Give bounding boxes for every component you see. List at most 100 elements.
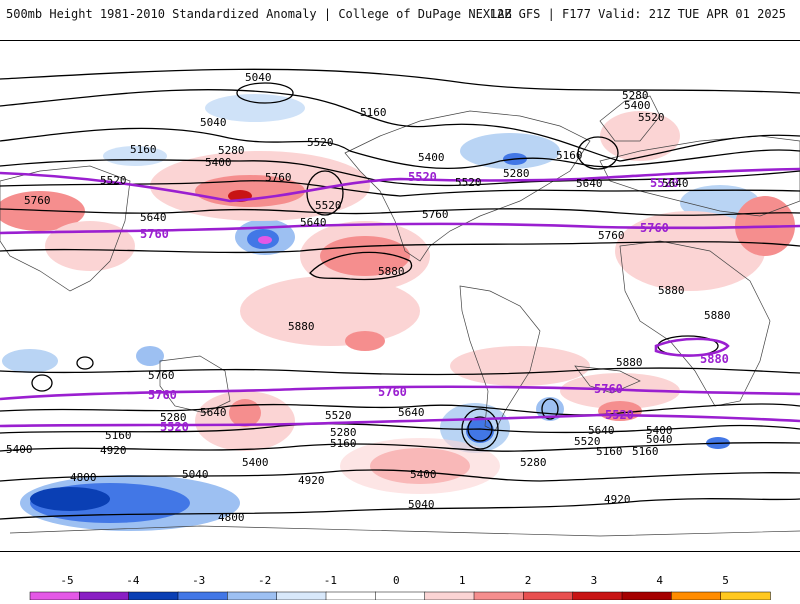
colorbar-swatch [177,591,229,601]
colorbar-tick-label: -5 [60,574,73,587]
contour-label: 5760 [148,369,175,382]
colorbar-tick-label: 2 [525,574,532,587]
colorbar-swatches [29,591,771,601]
colorbar-tick-label: -4 [126,574,140,587]
contour-label: 5280 [520,456,547,469]
colorbar-swatch [276,591,327,601]
anomaly-colorbar: -5 -4 -3 -2 -1 0 1 2 3 4 5 [0,568,800,601]
contour-label: 5400 [624,99,651,112]
contour-label: 5520 [160,420,189,434]
contour-label: 5760 [640,221,669,235]
weather-map[interactable]: 5040 5160 5040 5160 5280 5400 5520 5520 … [0,40,800,552]
contour-label: 5160 [360,106,387,119]
colorbar-swatch [128,591,179,601]
contour-label: 5760 [598,229,625,242]
contour-label: 5640 [398,406,425,419]
contour-label: 5640 [200,406,227,419]
coastlines [0,95,800,537]
colorbar-swatch [621,591,673,601]
model-valid-time: 12Z GFS | F177 Valid: 21Z TUE APR 01 202… [489,7,786,21]
contour-label: 5520 [325,409,352,422]
contour-label: 5160 [330,437,357,450]
colorbar-swatch [227,591,278,601]
map-title: 500mb Height 1981-2010 Standardized Anom… [6,7,512,21]
colorbar-tick-label: 4 [656,574,663,587]
colorbar-swatch [424,591,475,601]
contour-label: 4800 [218,511,245,524]
contour-label: 5520 [408,170,437,184]
contour-label: 5760 [265,171,292,184]
colorbar-swatch [572,591,623,601]
colorbar-swatch [720,591,771,601]
contour-label: 5880 [704,309,731,322]
contour-label: 5880 [616,356,643,369]
contour-label: 5400 [418,151,445,164]
colorbar-swatch [79,591,130,601]
contour-label: 5640 [140,211,167,224]
contour-label: 5640 [300,216,327,229]
contour-label: 5520 [638,111,665,124]
contour-label: 5160 [596,445,623,458]
contour-label: 5400 [205,156,232,169]
colorbar-canvas: -5 -4 -3 -2 -1 0 1 2 3 4 5 [29,574,771,601]
contour-label: 5880 [378,265,405,278]
colorbar-tick-label: -3 [192,574,205,587]
colorbar-tick-label: -1 [324,574,337,587]
contour-label: 5520 [315,199,342,212]
contour-label: 5040 [408,498,435,511]
contour-label: 5280 [218,144,245,157]
contour-label: 5040 [646,433,673,446]
contour-label: 5880 [288,320,315,333]
contour-label: 5520 [574,435,601,448]
colorbar-swatch [473,591,525,601]
contour-label: 5280 [160,411,187,424]
contour-label: 5160 [556,149,583,162]
contour-label: 5760 [24,194,51,207]
contour-label: 5640 [576,177,603,190]
contour-label: 5640 [588,424,615,437]
contour-label: 5400 [646,424,673,437]
colorbar-swatch [325,591,377,601]
contour-label: 5280 [503,167,530,180]
contour-label: 4920 [298,474,325,487]
contour-label: 4800 [70,471,97,484]
height-contours [0,68,800,520]
contour-label: 5280 [330,426,357,439]
contour-label: 5760 [378,385,407,399]
colorbar-tick-label: 1 [459,574,466,587]
colorbar-ticks: -5 -4 -3 -2 -1 0 1 2 3 4 5 [60,574,729,587]
colorbar-tick-label: -2 [258,574,271,587]
contour-label: 5520 [307,136,334,149]
contour-label: 5520 [650,176,679,190]
contour-label: 5520 [605,408,634,422]
contour-labels: 5040 5160 5040 5160 5280 5400 5520 5520 … [6,71,731,524]
contour-label: 5400 [6,443,33,456]
contour-label: 5760 [422,208,449,221]
contour-label: 5160 [632,445,659,458]
colorbar-swatch [671,591,722,601]
contour-label: 5160 [130,143,157,156]
contour-label: 5640 [662,177,689,190]
contour-label: 5880 [700,352,729,366]
contour-label: 5760 [594,382,623,396]
highlight-contours [0,167,800,428]
contour-label: 4920 [604,493,631,506]
contour-label: 5040 [200,116,227,129]
contour-label: 5280 [622,89,649,102]
colorbar-swatch [375,591,426,601]
contour-label: 5040 [245,71,272,84]
contour-label: 5520 [100,174,127,187]
colorbar-swatch [29,591,81,601]
contour-label: 5760 [148,388,177,402]
colorbar-tick-label: 5 [722,574,729,587]
colorbar-tick-label: 0 [393,574,400,587]
contour-label: 5400 [242,456,269,469]
contour-label: 5880 [658,284,685,297]
map-canvas: 5040 5160 5040 5160 5280 5400 5520 5520 … [0,68,800,537]
contour-label: 5520 [455,176,482,189]
colorbar-tick-label: 3 [591,574,598,587]
contour-label: 4920 [100,444,127,457]
header-bar: 500mb Height 1981-2010 Standardized Anom… [0,0,800,30]
contour-label: 5040 [182,468,209,481]
contour-label: 5400 [410,468,437,481]
